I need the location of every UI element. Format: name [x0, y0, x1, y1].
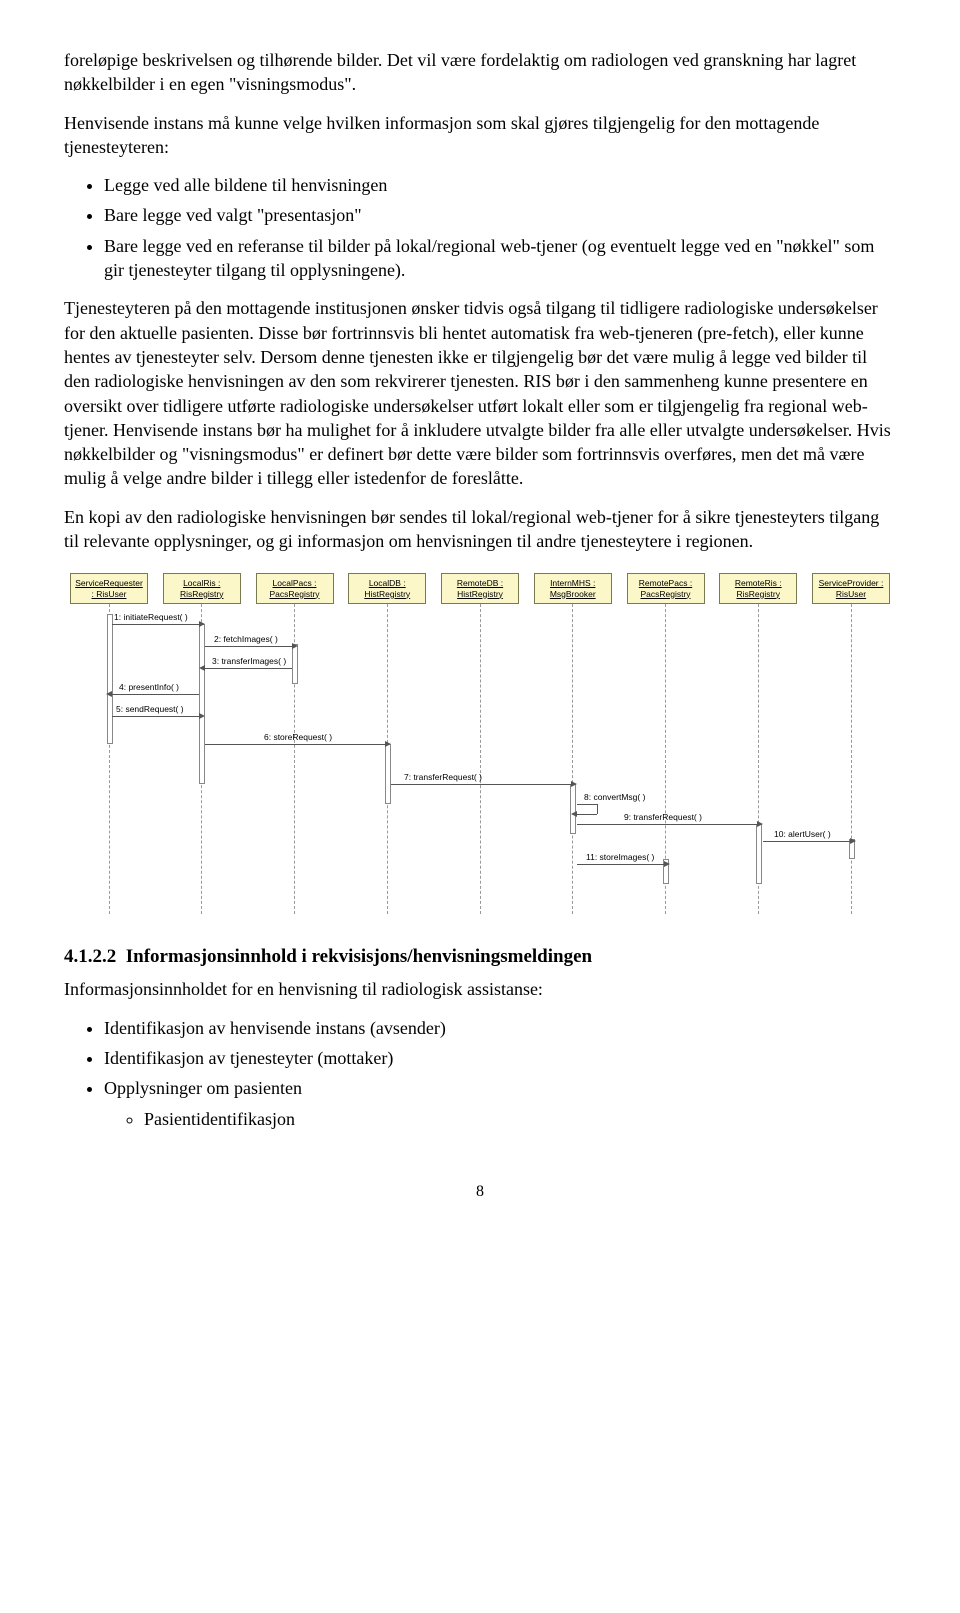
lifeline-sublabel: PacsRegistry — [640, 589, 690, 599]
bullet-item: Opplysninger om pasienten Pasientidentif… — [104, 1076, 896, 1131]
bullet-item: Identifikasjon av tjenesteyter (mottaker… — [104, 1046, 896, 1070]
lifeline-sublabel: PacsRegistry — [269, 589, 319, 599]
lifeline-label: RemoteRis : — [722, 578, 794, 588]
lifeline-sublabel: MsgBrooker — [550, 589, 596, 599]
lifeline-sublabel: : RisUser — [92, 589, 127, 599]
paragraph-copy: En kopi av den radiologiske henvisningen… — [64, 505, 896, 554]
bullet-item: Identifikasjon av henvisende instans (av… — [104, 1016, 896, 1040]
lifeline-remote-ris: RemoteRis :RisRegistry — [713, 573, 803, 913]
lifeline-label: LocalRis : — [166, 578, 238, 588]
lifeline-label: InternMHS : — [537, 578, 609, 588]
lifeline-sublabel: RisUser — [836, 589, 866, 599]
lifeline-sublabel: HistRegistry — [457, 589, 503, 599]
bullet-item-text: Opplysninger om pasienten — [104, 1078, 302, 1098]
section-title: Informasjonsinnhold i rekvisisjons/henvi… — [126, 946, 592, 967]
paragraph-long: Tjenesteyteren på den mottagende institu… — [64, 296, 896, 490]
bullet-item: Bare legge ved valgt "presentasjon" — [104, 203, 896, 227]
lifeline-remote-db: RemoteDB :HistRegistry — [435, 573, 525, 913]
lifeline-label: LocalPacs : — [259, 578, 331, 588]
bullet-subitem: Pasientidentifikasjon — [144, 1107, 896, 1131]
section-number: 4.1.2.2 — [64, 946, 116, 967]
bullet-list-1: Legge ved alle bildene til henvisningen … — [64, 173, 896, 282]
lifeline-label: ServiceProvider : — [815, 578, 887, 588]
page-number: 8 — [64, 1181, 896, 1203]
section-heading: 4.1.2.2 Informasjonsinnhold i rekvisisjo… — [64, 944, 896, 970]
lifeline-label: ServiceRequester — [73, 578, 145, 588]
lifeline-sublabel: RisRegistry — [180, 589, 223, 599]
lifeline-sublabel: HistRegistry — [364, 589, 410, 599]
paragraph-section-intro: Informasjonsinnholdet for en henvisning … — [64, 977, 896, 1001]
lifeline-label: RemotePacs : — [630, 578, 702, 588]
lifeline-label: RemoteDB : — [444, 578, 516, 588]
paragraph-choice: Henvisende instans må kunne velge hvilke… — [64, 111, 896, 160]
bullet-list-2: Identifikasjon av henvisende instans (av… — [64, 1016, 896, 1131]
paragraph-intro: foreløpige beskrivelsen og tilhørende bi… — [64, 48, 896, 97]
bullet-item: Legge ved alle bildene til henvisningen — [104, 173, 896, 197]
sequence-diagram: ServiceRequester: RisUser LocalRis :RisR… — [64, 573, 896, 913]
lifeline-label: LocalDB : — [351, 578, 423, 588]
lifeline-sublabel: RisRegistry — [737, 589, 780, 599]
lifeline-service-provider: ServiceProvider :RisUser — [806, 573, 896, 913]
bullet-item: Bare legge ved en referanse til bilder p… — [104, 234, 896, 283]
